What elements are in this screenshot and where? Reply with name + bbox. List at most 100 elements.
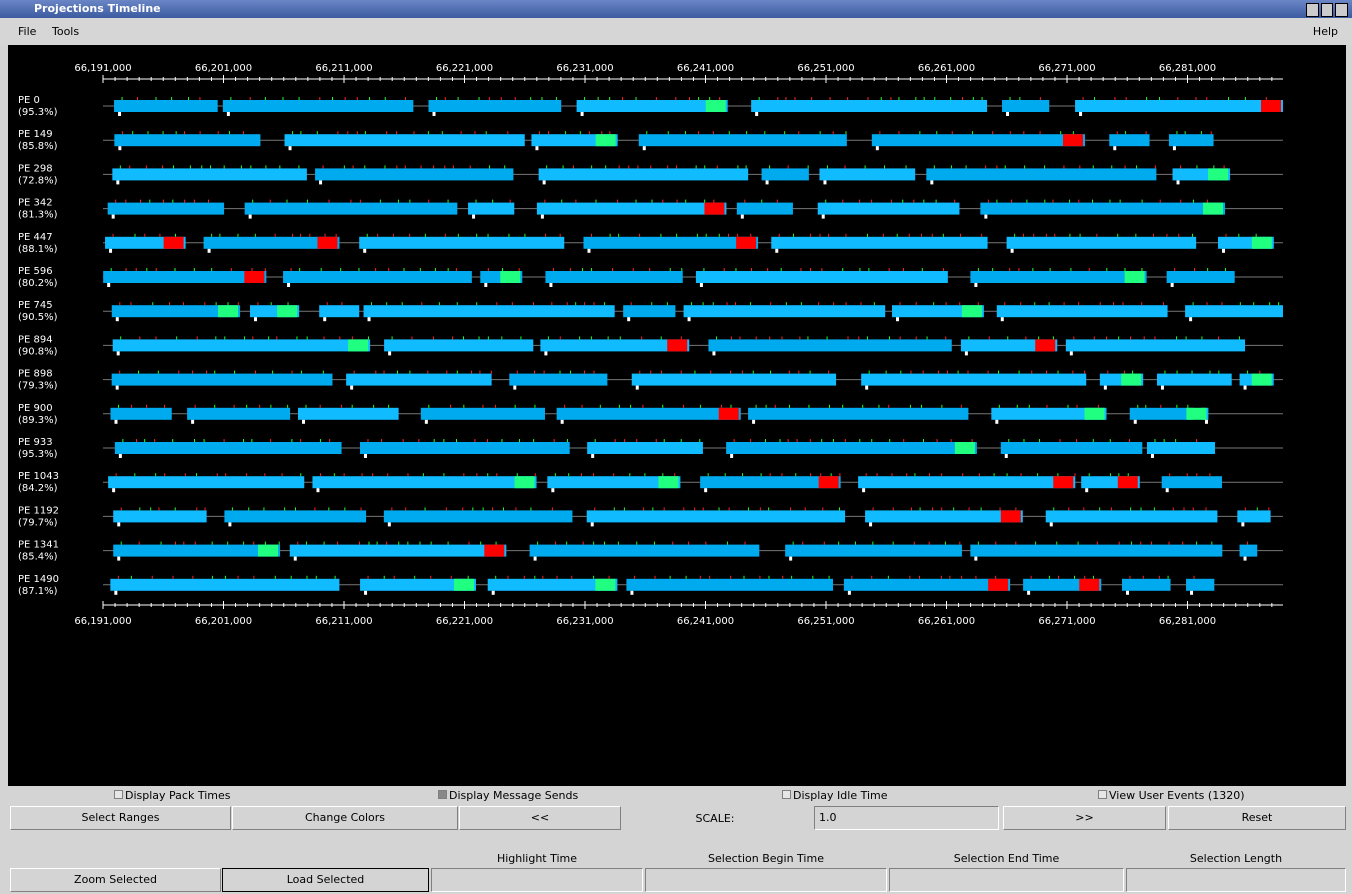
mark [1160, 385, 1164, 390]
activity-block [538, 168, 749, 181]
mark [1133, 419, 1137, 424]
mark [114, 590, 118, 595]
activity-block [1146, 442, 1216, 454]
mark [1189, 317, 1193, 322]
activity-block [991, 407, 1107, 420]
mark [111, 214, 115, 219]
checkbox[interactable] [438, 790, 447, 799]
activity-block [871, 134, 1085, 147]
checkbox-pack-times[interactable]: Display Pack Times [114, 789, 231, 802]
axis-tick-label: 66,191,000 [74, 63, 131, 74]
pe-label: PE 1192 [18, 505, 59, 516]
mark [424, 419, 428, 424]
event-block [484, 544, 505, 557]
pe-usage: (80.2%) [18, 278, 58, 289]
mark [699, 283, 703, 287]
checkbox[interactable] [114, 790, 123, 799]
activity-block [540, 339, 690, 352]
prev-button[interactable]: << [459, 806, 621, 830]
event-block [595, 578, 616, 591]
mark [1079, 112, 1083, 116]
activity-block [817, 202, 960, 215]
activity-block [284, 134, 525, 147]
event-block [1260, 100, 1281, 112]
checkbox-user-events[interactable]: View User Events (1320) [1098, 789, 1245, 802]
close-button[interactable] [1335, 3, 1349, 17]
activity-block [468, 202, 515, 215]
selection-end-field[interactable] [889, 868, 1124, 892]
event-block [667, 339, 688, 352]
pe-label: PE 149 [18, 129, 53, 140]
mark [560, 419, 564, 424]
mark [1204, 419, 1208, 424]
activity-block [107, 202, 225, 215]
activity-block [785, 544, 962, 557]
selection-length-field[interactable] [1126, 868, 1346, 892]
event-block [1079, 578, 1100, 591]
activity-block [428, 100, 562, 112]
menu-help[interactable]: Help [1312, 25, 1338, 38]
pe-usage: (79.7%) [18, 517, 58, 528]
event-block [348, 339, 369, 352]
checkbox-message-sends[interactable]: Display Message Sends [438, 789, 578, 802]
checkbox[interactable] [1098, 790, 1107, 799]
mark [207, 248, 211, 253]
change-colors-button[interactable]: Change Colors [232, 806, 458, 830]
maximize-button[interactable] [1320, 3, 1334, 17]
activity-block [771, 236, 988, 249]
load-selected-button[interactable]: Load Selected [222, 868, 429, 892]
next-button[interactable]: >> [1003, 806, 1166, 830]
zoom-selected-button[interactable]: Zoom Selected [10, 868, 221, 892]
axis-tick-label: 66,231,000 [556, 63, 613, 74]
pe-label: PE 894 [18, 334, 53, 345]
activity-block [1237, 510, 1271, 523]
mark [1243, 556, 1247, 561]
pe-usage: (95.3%) [18, 107, 58, 118]
mark [1170, 283, 1174, 287]
selection-begin-field[interactable] [645, 868, 887, 892]
mark [1176, 180, 1180, 185]
mark [865, 385, 869, 390]
activity-block [626, 578, 834, 591]
scale-input[interactable]: 1.0 [814, 806, 999, 830]
mark [513, 385, 517, 390]
highlight-time-field[interactable] [431, 868, 643, 892]
mark [388, 351, 392, 356]
title-bar: Projections Timeline [0, 0, 1352, 18]
field-label: Selection Length [1189, 852, 1283, 865]
axis-tick-label: 66,221,000 [436, 616, 493, 627]
mark [627, 317, 631, 322]
mark [1125, 590, 1129, 595]
reset-button[interactable]: Reset [1168, 806, 1346, 830]
mark [540, 214, 544, 219]
mark [287, 283, 291, 287]
pe-label: PE 298 [18, 163, 53, 174]
mark [1027, 590, 1031, 595]
activity-block [700, 476, 841, 489]
mark [350, 385, 354, 390]
activity-block [1156, 373, 1232, 386]
activity-block [113, 510, 207, 523]
menu-tools[interactable]: Tools [52, 25, 80, 38]
mark [302, 419, 306, 424]
axis-tick-label: 66,251,000 [797, 616, 854, 627]
activity-block [1006, 236, 1197, 249]
activity-block [980, 202, 1226, 215]
mark [869, 522, 873, 527]
checkbox[interactable] [782, 790, 791, 799]
checkbox-label: Display Pack Times [125, 789, 231, 802]
mark [974, 283, 978, 287]
mark [1049, 522, 1053, 527]
select-ranges-button[interactable]: Select Ranges [10, 806, 231, 830]
axis-tick-label: 66,251,000 [797, 63, 854, 74]
activity-block [114, 134, 261, 147]
event-block [1203, 202, 1224, 215]
activity-block [289, 544, 507, 557]
mark [1006, 112, 1010, 116]
minimize-button[interactable] [1306, 3, 1319, 17]
checkbox-idle-time[interactable]: Display Idle Time [782, 789, 888, 802]
axis-tick-label: 66,221,000 [436, 63, 493, 74]
menu-file[interactable]: File [18, 25, 37, 38]
mark [109, 248, 113, 253]
axis-tick-label: 66,201,000 [195, 63, 252, 74]
